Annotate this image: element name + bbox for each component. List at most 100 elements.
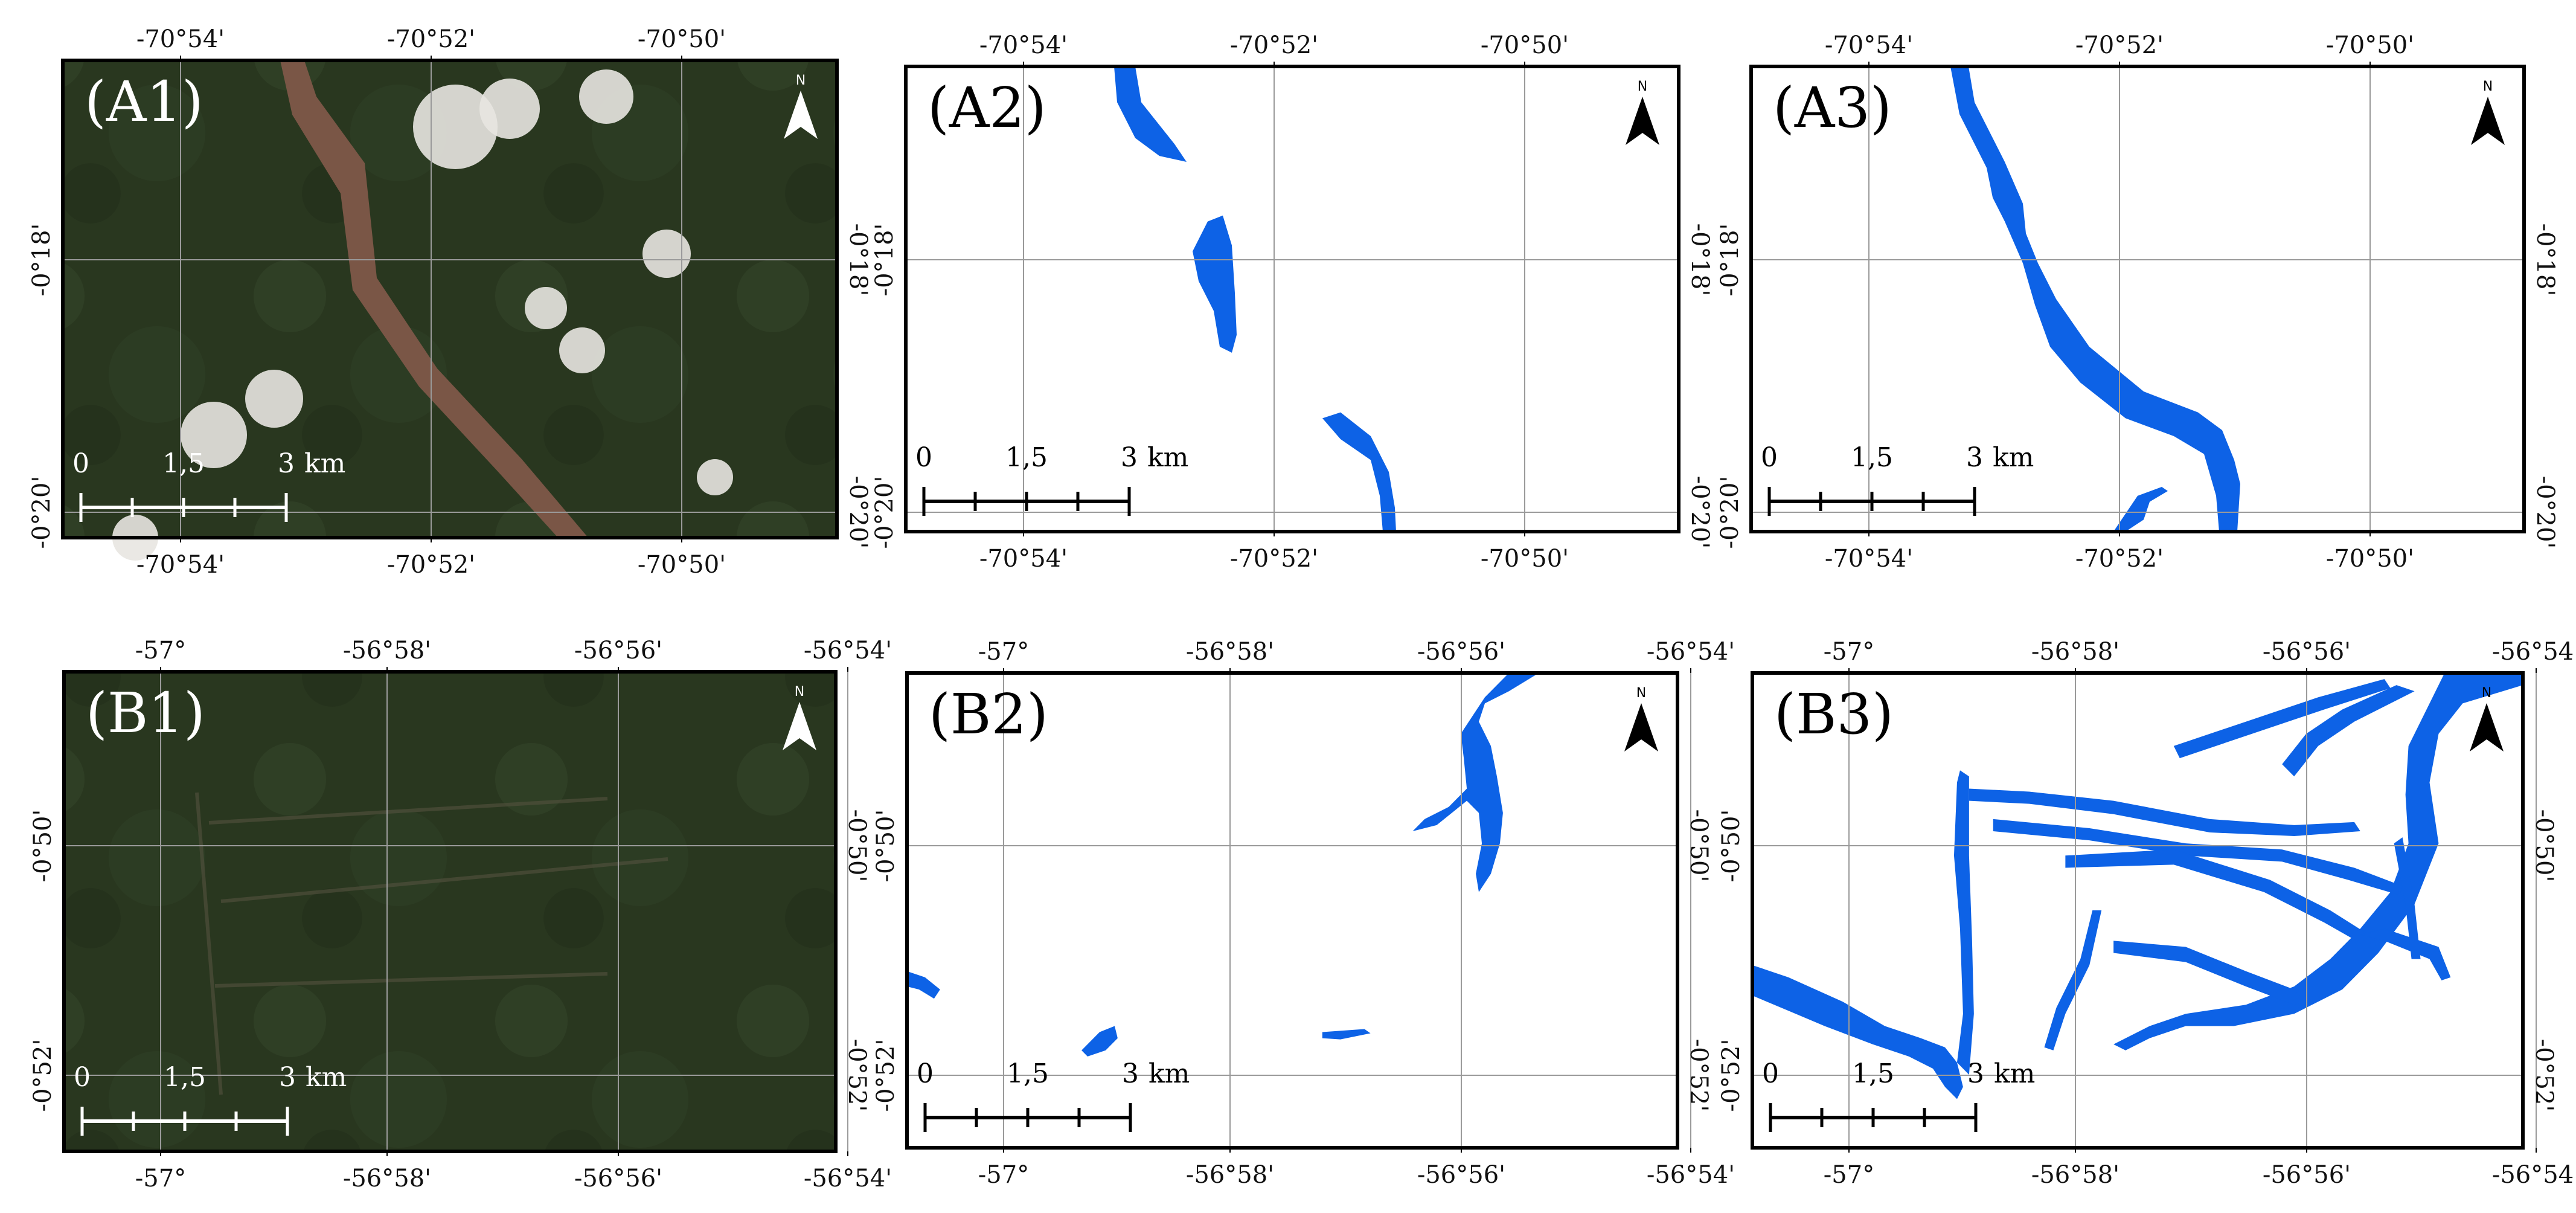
water-body	[2113, 486, 2168, 532]
longitude-tick-label: -70°52'	[2075, 31, 2164, 59]
longitude-tick-label: -70°54'	[136, 551, 225, 579]
panel-label: (A3)	[1773, 76, 1892, 140]
longitude-tick-label: -70°50'	[2326, 31, 2414, 59]
scale-bar-label: 0	[1761, 442, 1778, 473]
water-mask-background	[907, 673, 1677, 1148]
scale-bar-label: 0	[917, 1058, 934, 1089]
cloud	[559, 327, 605, 373]
latitude-tick-label: -0°20'	[2531, 476, 2559, 549]
latitude-tick-label: -0°20'	[28, 476, 56, 549]
water-body	[1969, 788, 2360, 837]
north-arrow-letter: N	[1638, 79, 1647, 94]
water-bodies	[1114, 66, 1396, 532]
water-bodies	[1752, 673, 2523, 1099]
latitude-tick-label: -0°52'	[843, 1039, 871, 1112]
latitude-tick-label: -0°20'	[844, 476, 872, 549]
water-body	[2360, 928, 2451, 980]
latitude-tick-label: -0°18'	[28, 224, 56, 297]
scale-bar-label: 3	[1967, 1058, 1984, 1089]
map-panel-b3: -57° -57° -56°58' -56°58' -56°56' -56°56' -56°…	[1717, 638, 2576, 1189]
scale-bar-unit: km	[304, 448, 345, 479]
map-panel-b2: -57° -57° -56°58' -56°58' -56°56' -56°56' -56°…	[872, 638, 1735, 1189]
panel-frame	[1751, 671, 2525, 1150]
longitude-tick-label: -70°52'	[2075, 545, 2164, 573]
satellite-imagery	[64, 672, 836, 1151]
water-body	[907, 971, 940, 999]
north-arrow-icon	[2470, 703, 2504, 751]
latitude-tick-label: -0°18'	[871, 224, 899, 297]
longitude-tick-label: -56°56'	[2263, 1161, 2351, 1189]
longitude-tick-label: -56°56'	[1417, 1161, 1505, 1189]
longitude-tick-label: -57°	[978, 638, 1029, 666]
cloud	[697, 459, 733, 495]
north-arrow-letter: N	[2482, 686, 2491, 701]
scale-bar-label: 0	[74, 1062, 91, 1093]
longitude-tick-label: -70°54'	[136, 25, 225, 53]
scale-bar-label: 1,5	[162, 448, 205, 479]
longitude-tick-label: -56°56'	[574, 637, 662, 664]
scale-bar-unit: km	[306, 1062, 347, 1093]
longitude-tick-label: -56°54'	[1647, 638, 1735, 666]
latitude-tick-label: -0°50'	[1717, 809, 1745, 883]
longitude-tick-label: -56°58'	[2031, 1161, 2119, 1189]
cloud	[181, 402, 247, 468]
cloud	[525, 287, 567, 329]
scale-bar-label: 3	[1966, 442, 1983, 473]
north-arrow-icon	[784, 91, 818, 139]
map-panel-b1: -57° -57° -56°58' -56°58' -56°56' -56°56' -56°…	[29, 637, 892, 1192]
latitude-tick-label: -0°50'	[29, 809, 57, 883]
latitude-tick-label: -0°52'	[29, 1039, 57, 1112]
panel-frame	[61, 59, 839, 539]
cloud	[579, 69, 633, 124]
scale-bar-label: 1,5	[1852, 1058, 1894, 1089]
water-body	[1322, 1029, 1371, 1040]
scale-bar-unit: km	[1149, 1058, 1190, 1089]
north-arrow-icon	[1626, 97, 1659, 145]
scale-bar-label: 1,5	[1005, 442, 1048, 473]
latitude-tick-label: -0°18'	[844, 224, 872, 297]
latitude-tick-label: -0°18'	[1686, 224, 1714, 297]
scale-bar-label: 3	[1121, 442, 1138, 473]
longitude-tick-label: -57°	[1824, 638, 1874, 666]
longitude-tick-label: -56°58'	[343, 637, 431, 664]
longitude-tick-label: -70°52'	[387, 551, 475, 579]
water-mask-background	[1751, 66, 2524, 532]
latitude-tick-label: -0°50'	[1685, 809, 1713, 883]
water-body	[1412, 673, 1539, 892]
map-panel-a2: -70°54' -70°54' -70°52' -70°52' -70°50' -70°5…	[871, 31, 1714, 573]
scale-bar-unit: km	[1147, 442, 1188, 473]
water-mask-background	[906, 66, 1679, 532]
longitude-tick-label: -56°58'	[343, 1165, 431, 1192]
longitude-tick-label: -70°50'	[1481, 31, 1569, 59]
scale-bar-label: 3	[1122, 1058, 1139, 1089]
water-body	[2282, 685, 2415, 777]
cloud	[479, 79, 540, 139]
longitude-tick-label: -56°54'	[804, 1165, 892, 1192]
latitude-tick-label: -0°52'	[872, 1039, 900, 1112]
panel-frame	[62, 670, 838, 1153]
latitude-tick-label: -0°18'	[1716, 224, 1744, 297]
longitude-tick-label: -56°56'	[2263, 638, 2351, 666]
water-body	[1081, 1026, 1118, 1057]
longitude-tick-label: -57°	[135, 637, 186, 664]
water-body	[2113, 941, 2307, 1005]
latitude-tick-label: -0°50'	[843, 809, 871, 883]
longitude-tick-label: -70°54'	[1825, 31, 1913, 59]
water-body	[1114, 66, 1187, 162]
river-channel	[280, 60, 588, 538]
water-body	[1322, 412, 1396, 532]
north-arrow-letter: N	[2483, 79, 2493, 94]
longitude-tick-label: -70°50'	[638, 551, 726, 579]
panel-frame	[1749, 65, 2526, 533]
longitude-tick-label: -56°54'	[1647, 1161, 1735, 1189]
water-body	[2113, 673, 2523, 1051]
channel-traces	[195, 792, 668, 1095]
panel-label: (B2)	[929, 682, 1048, 747]
longitude-tick-label: -56°54'	[2492, 1161, 2576, 1189]
latitude-tick-label: -0°52'	[2530, 1039, 2558, 1112]
water-body	[1193, 215, 1237, 353]
longitude-tick-label: -56°56'	[574, 1165, 662, 1192]
longitude-tick-label: -56°54'	[804, 637, 892, 664]
water-body	[2065, 849, 2379, 950]
